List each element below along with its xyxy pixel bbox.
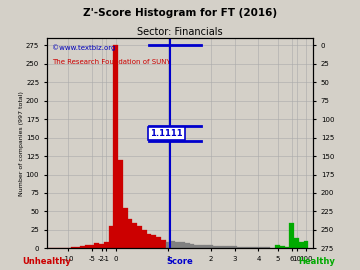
Bar xyxy=(232,246,237,248)
Bar xyxy=(104,242,109,248)
Bar xyxy=(275,245,280,248)
Bar xyxy=(99,244,104,248)
Bar xyxy=(299,242,304,248)
Bar xyxy=(237,247,242,248)
Bar xyxy=(75,247,80,248)
Bar xyxy=(251,247,256,248)
Text: Healthy: Healthy xyxy=(298,257,335,266)
Bar xyxy=(289,222,294,248)
Text: Z'-Score Histogram for FT (2016): Z'-Score Histogram for FT (2016) xyxy=(83,8,277,18)
Bar xyxy=(156,237,161,248)
Bar xyxy=(166,242,171,248)
Bar xyxy=(247,247,251,248)
Bar xyxy=(132,222,137,248)
Bar xyxy=(142,230,147,248)
Bar xyxy=(199,245,204,248)
Bar xyxy=(261,247,266,248)
Bar xyxy=(171,241,175,248)
Text: 1.1111: 1.1111 xyxy=(150,129,183,138)
Bar xyxy=(90,245,94,248)
Bar xyxy=(185,243,189,248)
Bar xyxy=(194,245,199,248)
Bar xyxy=(208,245,213,248)
Y-axis label: Number of companies (997 total): Number of companies (997 total) xyxy=(19,91,24,195)
Bar xyxy=(285,247,289,248)
Bar xyxy=(94,243,99,248)
Bar xyxy=(113,45,118,248)
Bar xyxy=(228,246,232,248)
Bar xyxy=(280,246,285,248)
Bar xyxy=(266,247,270,248)
Bar xyxy=(218,246,223,248)
Text: Sector: Financials: Sector: Financials xyxy=(137,27,223,37)
Bar xyxy=(152,235,156,248)
Text: ©www.textbiz.org: ©www.textbiz.org xyxy=(52,44,116,51)
Bar xyxy=(304,241,309,248)
Text: Unhealthy: Unhealthy xyxy=(22,257,71,266)
Bar xyxy=(189,244,194,248)
Bar xyxy=(242,247,247,248)
Text: Score: Score xyxy=(167,257,193,266)
Bar xyxy=(180,242,185,248)
Bar xyxy=(147,234,152,248)
Bar xyxy=(204,245,208,248)
Bar xyxy=(137,226,142,248)
Bar xyxy=(294,238,299,248)
Bar xyxy=(175,242,180,248)
Bar xyxy=(256,247,261,248)
Bar xyxy=(80,246,85,248)
Text: The Research Foundation of SUNY: The Research Foundation of SUNY xyxy=(52,59,171,65)
Bar xyxy=(128,219,132,248)
Bar xyxy=(109,226,113,248)
Bar xyxy=(123,208,128,248)
Bar xyxy=(161,239,166,248)
Bar xyxy=(223,246,228,248)
Bar xyxy=(71,247,75,248)
Bar xyxy=(213,246,218,248)
Bar xyxy=(118,160,123,248)
Bar xyxy=(85,245,90,248)
